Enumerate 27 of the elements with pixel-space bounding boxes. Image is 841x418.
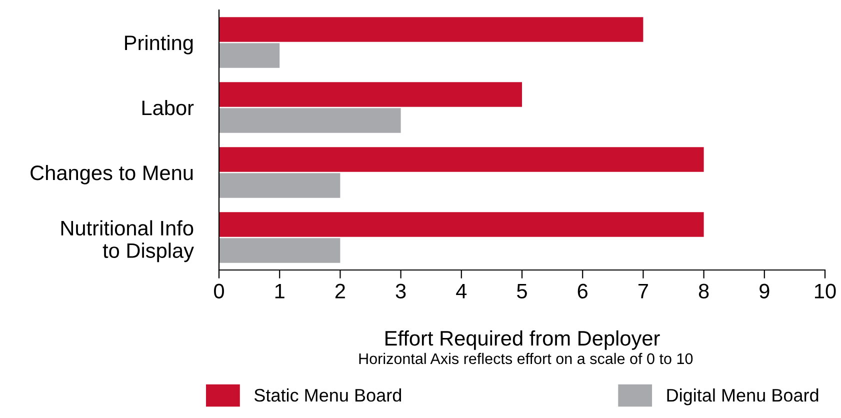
bar	[219, 212, 704, 237]
y-tick-label: Changes to Menu	[30, 164, 193, 184]
bar	[219, 238, 340, 263]
y-tick-label: Nutritional Info to Display	[61, 220, 194, 262]
bar	[219, 82, 522, 107]
legend-label: Digital Menu Board	[667, 388, 818, 406]
x-tick-label: 7	[638, 284, 648, 298]
y-tick-label: Printing	[125, 34, 193, 54]
x-axis-title: Effort Required from Deployer	[386, 330, 660, 350]
x-tick-label: 4	[456, 284, 467, 298]
x-tick-label: 9	[760, 284, 770, 298]
bar	[219, 147, 704, 172]
text: Horizontal Axis reflects effort on a scale of 0 to 10	[359, 352, 693, 364]
x-tick-label: 2	[335, 284, 345, 298]
bar	[219, 108, 401, 133]
x-tick-label: 10	[815, 284, 836, 298]
x-tick-label: 0	[214, 284, 224, 298]
bar	[219, 17, 644, 42]
x-tick-label: 1	[275, 284, 284, 298]
x-tick-label: 5	[517, 284, 527, 298]
legend-label: Static Menu Board	[254, 388, 402, 402]
x-tick-label: 3	[396, 284, 406, 298]
x-tick-label: 8	[698, 284, 709, 298]
x-tick-label: 6	[578, 284, 588, 298]
y-tick-label: Labor	[142, 100, 194, 116]
bar	[219, 43, 280, 68]
bar	[219, 173, 340, 198]
